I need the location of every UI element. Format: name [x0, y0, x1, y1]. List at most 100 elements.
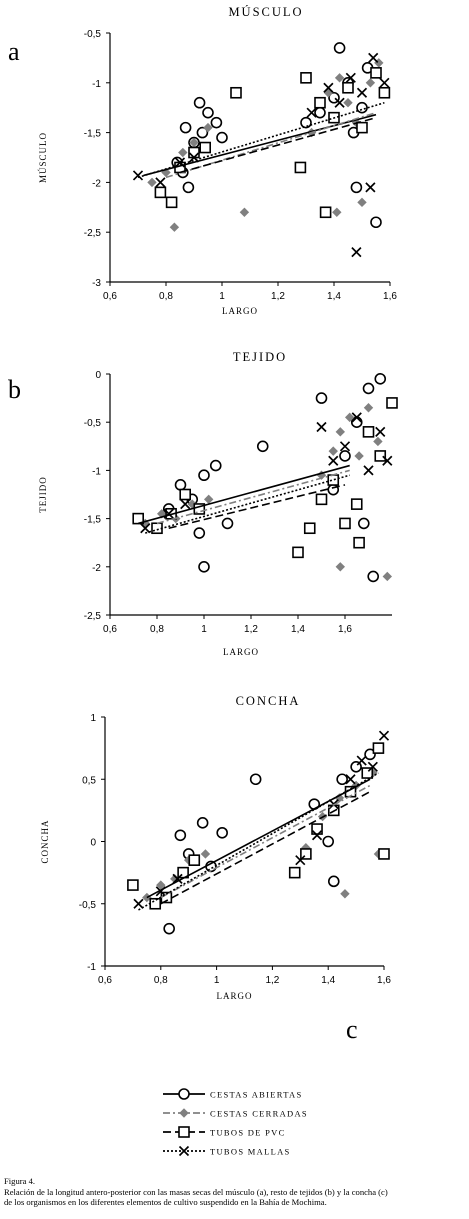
data-point — [365, 182, 376, 193]
y-axis-label: TEJIDO — [38, 476, 48, 513]
data-point — [165, 196, 178, 209]
y-tick-label: -3 — [92, 278, 101, 289]
data-point — [345, 72, 356, 83]
data-point — [367, 761, 378, 772]
series-tubos-mallas — [133, 730, 390, 909]
data-point — [314, 96, 326, 109]
trend-line — [145, 474, 350, 534]
series-cestas-abiertas — [162, 373, 387, 583]
y-tick-label: -2 — [92, 563, 101, 574]
data-point — [132, 512, 144, 525]
x-tick-label: 1,6 — [383, 291, 397, 302]
data-point — [362, 426, 375, 438]
data-point — [188, 854, 201, 866]
y-tick-label: 1 — [90, 713, 96, 724]
data-point — [132, 170, 144, 181]
data-point — [327, 875, 340, 888]
x-tick-label: 0,8 — [159, 291, 173, 302]
data-point — [322, 835, 335, 848]
y-tick-label: -2,5 — [84, 611, 102, 622]
data-point — [378, 86, 391, 99]
data-point — [316, 421, 327, 433]
data-point — [203, 494, 214, 505]
trend-line — [179, 116, 377, 174]
trend-line — [160, 784, 371, 899]
data-point — [239, 207, 250, 217]
data-point — [372, 742, 385, 754]
data-point — [351, 412, 362, 423]
data-point — [328, 455, 339, 466]
data-point — [156, 880, 166, 890]
data-point — [356, 101, 368, 114]
chart-title: TEJIDO — [233, 350, 287, 364]
data-point — [368, 52, 379, 64]
data-point — [353, 536, 365, 549]
data-point — [378, 848, 390, 860]
data-point — [375, 426, 386, 437]
trend-line — [137, 464, 350, 525]
data-point — [127, 879, 139, 891]
trend-line — [143, 113, 377, 177]
data-point — [189, 137, 199, 148]
data-point — [216, 131, 228, 144]
x-axis-label: LARGO — [222, 306, 258, 316]
trend-line — [137, 101, 385, 179]
trend-line — [165, 111, 377, 179]
data-point — [382, 455, 393, 466]
data-point — [188, 146, 200, 159]
trend-line — [156, 469, 350, 525]
data-point — [154, 186, 167, 199]
data-point — [334, 97, 345, 108]
y-tick-label: -1 — [87, 962, 96, 973]
data-point — [209, 459, 222, 472]
data-point — [343, 98, 353, 108]
data-point — [198, 469, 210, 482]
data-point — [342, 81, 354, 94]
y-tick-label: -2 — [92, 178, 101, 189]
data-point — [327, 474, 340, 486]
data-point — [155, 177, 166, 188]
data-point — [182, 181, 195, 194]
data-point — [202, 106, 214, 119]
caption-line-2: de los organismos en los diferentes elem… — [4, 1197, 327, 1208]
data-point — [200, 849, 211, 859]
series-tubos-de-pvc — [127, 742, 390, 910]
y-tick-label: 0 — [95, 370, 101, 381]
data-point — [335, 427, 346, 437]
data-point — [292, 546, 304, 559]
x-tick-label: 1,2 — [265, 975, 279, 986]
data-point — [140, 523, 151, 534]
x-tick-label: 0,6 — [98, 975, 112, 986]
data-point — [339, 450, 351, 462]
data-point — [179, 121, 192, 134]
data-point — [196, 126, 209, 139]
data-point — [356, 755, 367, 766]
y-tick-label: -1,5 — [84, 515, 102, 526]
data-point — [362, 382, 375, 395]
data-point — [336, 773, 348, 786]
data-point — [333, 42, 346, 54]
y-tick-label: -0,5 — [79, 900, 97, 911]
data-point — [216, 826, 228, 839]
x-tick-label: 1 — [219, 291, 225, 302]
data-point — [315, 493, 328, 506]
caption-figure-label: Figura 4. — [4, 1176, 36, 1186]
x-tick-label: 1,6 — [338, 624, 352, 635]
data-point — [356, 121, 368, 134]
series-tubos-mallas — [140, 412, 393, 534]
data-point — [174, 829, 187, 842]
x-tick-label: 1 — [214, 975, 220, 986]
data-point — [374, 450, 387, 462]
data-point — [354, 451, 364, 461]
data-point — [350, 416, 363, 428]
data-point — [370, 67, 382, 79]
y-tick-label: -2,5 — [84, 228, 102, 239]
data-point — [356, 87, 368, 98]
data-point — [323, 82, 334, 93]
x-tick-label: 1,4 — [321, 975, 335, 986]
data-point — [334, 73, 345, 83]
data-point — [163, 922, 175, 935]
data-point — [133, 898, 144, 909]
data-point — [210, 116, 223, 129]
y-tick-label: -0,5 — [84, 418, 102, 429]
